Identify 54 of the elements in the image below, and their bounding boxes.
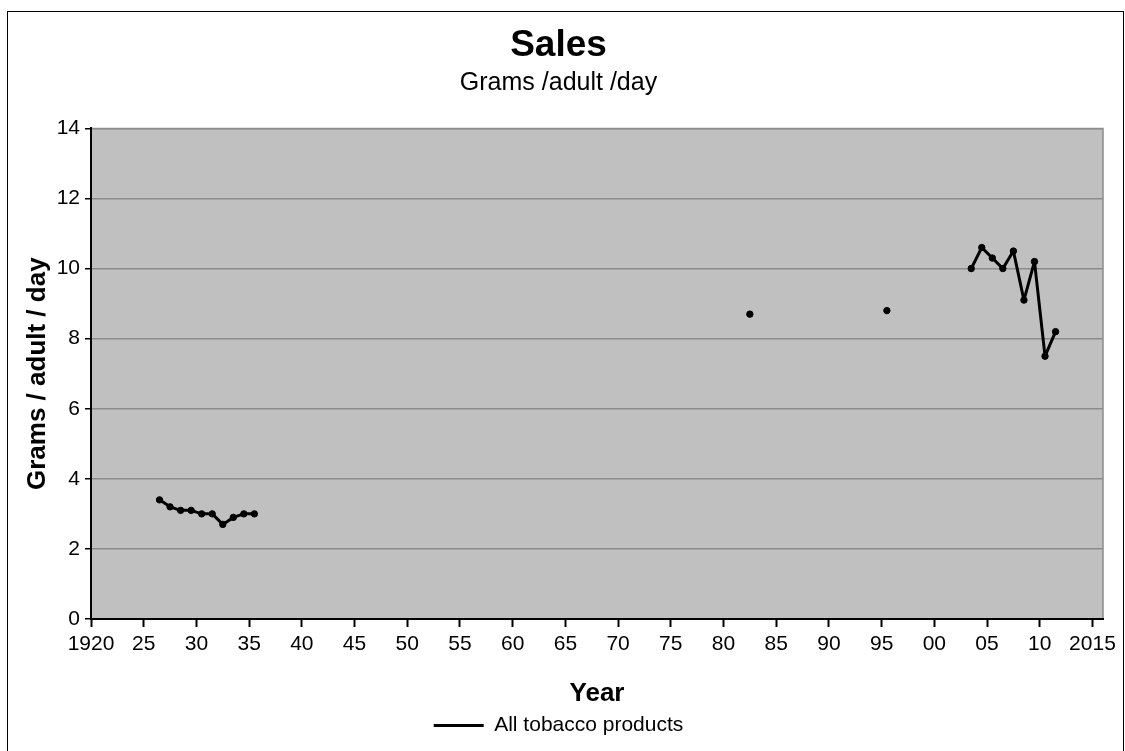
- point: [155, 496, 164, 504]
- point: [988, 254, 997, 262]
- point: [967, 264, 975, 273]
- x-tick-label: 55: [448, 631, 472, 655]
- x-tick-label: 90: [817, 631, 841, 655]
- x-tick-label: 85: [764, 631, 788, 655]
- point: [187, 506, 195, 515]
- point: [197, 510, 206, 518]
- point: [250, 510, 259, 518]
- chart-subtitle: Grams /adult /day: [459, 67, 658, 96]
- x-tick-label: 2015: [1069, 631, 1116, 655]
- point: [176, 506, 185, 515]
- x-tick-label: 05: [975, 631, 999, 655]
- x-tick-label: 50: [395, 631, 419, 655]
- x-tick-label: 70: [606, 631, 630, 655]
- x-tick-label: 40: [290, 631, 314, 655]
- point: [746, 310, 754, 318]
- y-tick-label: 12: [56, 185, 80, 209]
- point: [240, 510, 248, 518]
- x-tick-label: 25: [132, 631, 156, 655]
- legend-label: All tobacco products: [494, 712, 684, 736]
- x-tick-label: 65: [553, 631, 578, 655]
- y-tick-label: 2: [68, 535, 80, 559]
- point: [208, 510, 216, 518]
- point: [978, 243, 986, 252]
- x-tick-label: 45: [342, 631, 367, 655]
- x-tick-label: 80: [711, 631, 736, 655]
- point: [229, 513, 238, 522]
- point: [999, 264, 1007, 273]
- x-tick-label: 60: [500, 631, 525, 655]
- point: [1020, 296, 1028, 304]
- x-tick-label: 75: [659, 631, 683, 655]
- point: [219, 520, 227, 529]
- point: [883, 306, 891, 315]
- x-tick-label: 95: [869, 631, 894, 655]
- point: [1051, 327, 1060, 336]
- point: [166, 503, 174, 511]
- point: [1009, 247, 1018, 255]
- point: [1030, 257, 1039, 266]
- y-tick-label: 4: [68, 465, 81, 489]
- x-tick-label: 00: [922, 631, 947, 655]
- point: [1041, 352, 1049, 360]
- y-axis-title: Grams / adult / day: [20, 256, 51, 491]
- y-tick-label: 0: [68, 605, 80, 629]
- x-tick-label: 30: [184, 631, 209, 655]
- x-tick-label: 10: [1028, 631, 1052, 655]
- x-tick-label: 35: [237, 631, 261, 655]
- x-tick-label: 1920: [67, 631, 115, 655]
- y-tick-label: 8: [68, 325, 80, 349]
- x-axis-title: Year: [569, 676, 625, 707]
- y-tick-label: 6: [68, 395, 80, 419]
- y-tick-label: 14: [56, 115, 81, 139]
- y-tick-label: 10: [56, 255, 80, 279]
- chart-title: Sales: [510, 23, 607, 65]
